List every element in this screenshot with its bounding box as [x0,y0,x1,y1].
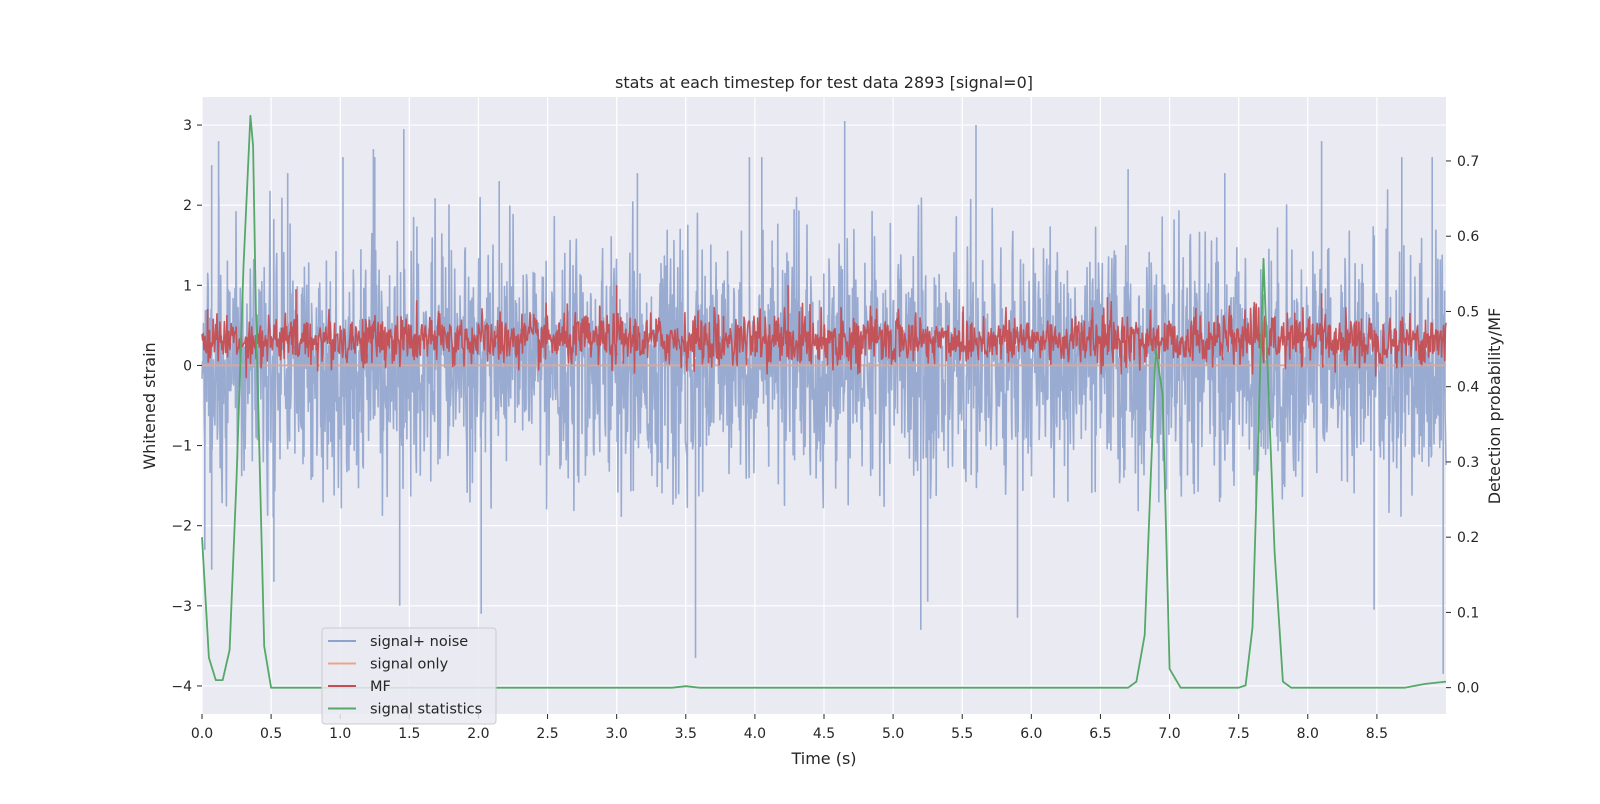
legend: signal+ noise signal only MF signal statist… [321,627,497,725]
x-tick-label: 6.5 [1089,726,1111,742]
y-tick-label-right: 0.7 [1457,154,1479,170]
y-tick-label-left: −1 [171,439,192,455]
x-tick-label: 8.0 [1297,726,1319,742]
x-tick-label: 4.5 [813,726,835,742]
x-tick-label: 0.0 [191,726,213,742]
x-tick-label: 2.5 [536,726,558,742]
x-tick-label: 7.0 [1158,726,1180,742]
chart-title: stats at each timestep for test data 289… [615,73,1033,92]
y-axis-label-left: Whitened strain [140,342,159,469]
x-tick-label: 5.5 [951,726,973,742]
x-tick-label: 3.5 [675,726,697,742]
x-tick-label: 6.0 [1020,726,1042,742]
legend-label: MF [370,679,391,695]
legend-label: signal statistics [370,702,482,718]
x-tick-label: 0.5 [260,726,282,742]
x-tick-label: 8.5 [1366,726,1388,742]
y-tick-label-right: 0.5 [1457,304,1479,320]
series-line [201,285,1447,379]
y-tick-label-left: −3 [171,599,192,615]
data-layer [201,114,1447,689]
y-tick-label-right: 0.6 [1457,229,1479,245]
series-line [201,114,1447,689]
axes: 0.0 0.5 1.0 1.5 2.0 2.5 3.0 3.5 4.0 4.5 5.0 5.5 6.0 6… [171,118,1479,742]
x-tick-label: 4.0 [744,726,766,742]
y-tick-label-left: 0 [183,358,192,374]
x-tick-label: 1.5 [398,726,420,742]
x-tick-label: 1.0 [329,726,351,742]
x-tick-label: 2.0 [467,726,489,742]
y-tick-label-left: −2 [171,519,192,535]
y-tick-label-right: 0.0 [1457,681,1479,697]
y-tick-label-right: 0.2 [1457,530,1479,546]
y-tick-label-right: 0.3 [1457,455,1479,471]
x-tick-label: 5.0 [882,726,904,742]
legend-label: signal only [370,657,449,673]
y-axis-label-right: Detection probability/MF [1485,308,1504,505]
legend-label: signal+ noise [370,634,468,650]
x-tick-label: 3.0 [606,726,628,742]
y-tick-label-right: 0.1 [1457,605,1479,621]
x-tick-label: 7.5 [1228,726,1250,742]
y-tick-label-left: 3 [183,118,192,134]
y-tick-label-right: 0.4 [1457,380,1479,396]
y-tick-label-left: 1 [183,278,192,294]
series-line [201,121,1447,674]
x-axis-label: Time (s) [790,749,856,768]
legend-box [321,627,497,725]
y-tick-label-left: −4 [171,679,192,695]
y-tick-label-left: 2 [183,198,192,214]
